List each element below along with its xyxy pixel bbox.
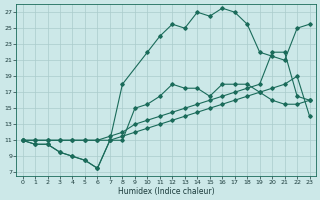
X-axis label: Humidex (Indice chaleur): Humidex (Indice chaleur): [118, 187, 214, 196]
